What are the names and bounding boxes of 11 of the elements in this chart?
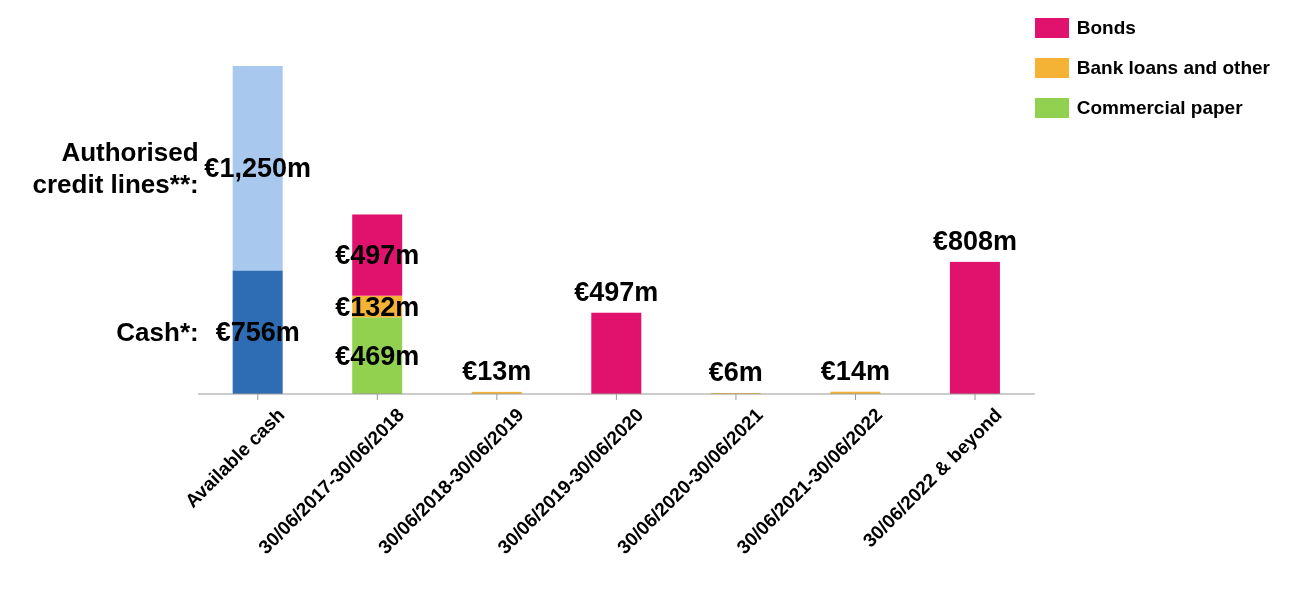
- legend-label: Commercial paper: [1076, 97, 1243, 119]
- data-label: €6m: [708, 357, 763, 388]
- data-label: €13m: [462, 355, 532, 386]
- data-label: €497m: [574, 276, 659, 307]
- series-label: Cash*:: [116, 317, 199, 348]
- data-label: €808m: [932, 225, 1017, 256]
- series-label: Authorised credit lines**:: [32, 137, 199, 200]
- data-label: €1,250m: [204, 153, 311, 184]
- legend-label: Bank loans and other: [1076, 57, 1270, 79]
- data-label: €14m: [820, 355, 890, 386]
- legend-label: Bonds: [1076, 17, 1136, 39]
